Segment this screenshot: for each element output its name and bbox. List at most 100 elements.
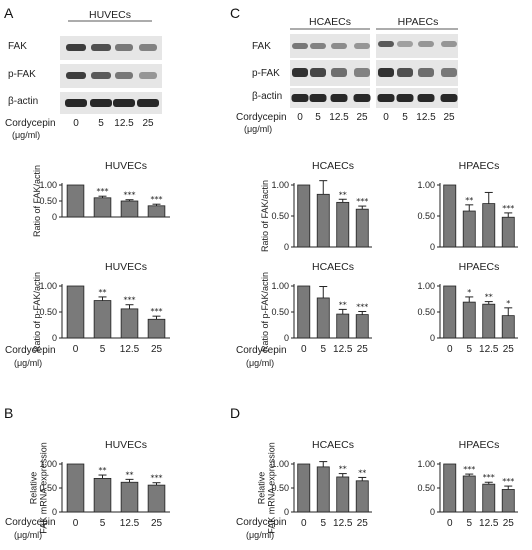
chart-d1: HCAECs RelativeFAK mRNA expression 0 0.50 1.… bbox=[256, 439, 372, 534]
blot-c-fak-2-band-2 bbox=[418, 41, 434, 47]
chart-a-treatment-label: Cordycepin bbox=[5, 345, 56, 356]
x-tick-label-3: 25 bbox=[357, 518, 369, 529]
blot-a-actin-band-0 bbox=[65, 99, 87, 107]
blot-a: HUVECs FAK p-FAK β-actin Cordycepin (μg/… bbox=[5, 9, 162, 140]
blot-c-treatment-label: Cordycepin bbox=[236, 112, 287, 123]
bar-2 bbox=[336, 201, 350, 248]
significance-3: ** bbox=[358, 468, 366, 477]
y-tick-label: 0.50 bbox=[39, 307, 57, 317]
chart-d-treatment-unit: (μg/ml) bbox=[246, 530, 274, 540]
bar-0 bbox=[66, 184, 85, 218]
blot-a-pfak-band-1 bbox=[91, 72, 111, 79]
significance-2: ** bbox=[126, 470, 134, 479]
bar-1 bbox=[462, 210, 476, 248]
chart-b1: HUVECs RelativeFAK mRNA expression 0 0.50 1.… bbox=[28, 439, 170, 534]
bar-3 bbox=[147, 318, 166, 339]
chart-a1: HUVECs Ratio of FAK/actin 0 0.50 1.00 *** *** *… bbox=[32, 160, 170, 237]
significance-2: *** bbox=[124, 191, 136, 200]
bar-2 bbox=[120, 308, 139, 339]
y-tick-label: 0 bbox=[52, 507, 57, 517]
significance-2: ** bbox=[339, 190, 347, 199]
blot-a-dose-12-5: 12.5 bbox=[114, 118, 134, 129]
blot-c-dose-5-2: 5 bbox=[402, 112, 408, 123]
x-tick-label-1: 5 bbox=[320, 344, 326, 355]
x-tick-label-3: 25 bbox=[503, 518, 515, 529]
x-tick-label-0: 0 bbox=[301, 518, 307, 529]
x-tick-label-0: 0 bbox=[73, 518, 79, 529]
blot-a-fak-band-3 bbox=[139, 44, 157, 51]
bar-2 bbox=[120, 481, 139, 513]
y-tick-label: 0.50 bbox=[271, 307, 289, 317]
y-tick-label: 0 bbox=[52, 333, 57, 343]
blot-c-cell-line-2: HPAECs bbox=[398, 16, 439, 28]
blot-a-cell-line: HUVECs bbox=[89, 9, 131, 21]
y-tick-label: 0.50 bbox=[39, 196, 57, 206]
blot-a-row-fak: FAK bbox=[8, 41, 27, 52]
x-tick-label-0: 0 bbox=[447, 518, 453, 529]
bar-3 bbox=[147, 205, 166, 218]
panel-letter-d: D bbox=[230, 405, 240, 421]
significance-3: *** bbox=[356, 302, 368, 311]
bar-2 bbox=[482, 303, 496, 339]
chart-b-treatment-label: Cordycepin bbox=[5, 517, 56, 528]
x-tick-label-3: 25 bbox=[151, 518, 163, 529]
chart-title: HPAECs bbox=[459, 261, 500, 273]
blot-a-actin-band-1 bbox=[90, 99, 112, 107]
bar-0 bbox=[443, 285, 457, 339]
blot-c-fak-2-band-1 bbox=[397, 41, 413, 47]
bar-0 bbox=[66, 463, 85, 513]
blot-c-pfak-2-band-2 bbox=[418, 68, 434, 77]
chart-title: HPAECs bbox=[459, 439, 500, 451]
y-tick-label: 1.00 bbox=[417, 459, 435, 469]
y-tick-label: 1.00 bbox=[271, 459, 289, 469]
blot-c-fak-1-band-3 bbox=[354, 43, 370, 49]
significance-1: *** bbox=[463, 465, 475, 474]
bar-0 bbox=[443, 184, 457, 248]
y-tick-label: 0 bbox=[430, 333, 435, 343]
significance-2: ** bbox=[485, 293, 493, 302]
bar-1 bbox=[93, 300, 112, 339]
blot-a-fak-band-1 bbox=[91, 44, 111, 51]
x-tick-label-0: 0 bbox=[301, 344, 307, 355]
blot-a-treatment-label: Cordycepin bbox=[5, 118, 56, 129]
y-tick-label: 1.00 bbox=[417, 180, 435, 190]
bar-3 bbox=[501, 489, 515, 513]
significance-3: * bbox=[506, 299, 510, 308]
blot-c-row-fak: FAK bbox=[252, 41, 271, 52]
blot-c-strip-actin-2 bbox=[376, 88, 458, 108]
blot-c-strip-actin-1 bbox=[290, 88, 370, 108]
y-axis-label: RelativeFAK mRNA expression bbox=[28, 442, 48, 534]
blot-c-fak-2-band-3 bbox=[441, 41, 457, 47]
chart-d2: HPAECs 0 0.50 1.00 0 *** 5 *** 12.5 *** 25 bbox=[417, 439, 518, 529]
x-tick-label-2: 12.5 bbox=[479, 344, 499, 355]
significance-3: *** bbox=[151, 474, 163, 483]
y-axis-label: Ratio of p-FAK/actin bbox=[260, 272, 270, 352]
blot-c-actin-1-band-0 bbox=[291, 94, 309, 102]
bar-0 bbox=[443, 463, 457, 513]
significance-3: *** bbox=[356, 197, 368, 206]
x-tick-label-2: 12.5 bbox=[120, 518, 140, 529]
blot-c-dose-25-2: 25 bbox=[443, 112, 455, 123]
chart-title: HCAECs bbox=[312, 261, 354, 273]
bar-3 bbox=[147, 484, 166, 513]
blot-c-actin-1-band-2 bbox=[330, 94, 348, 102]
x-tick-label-3: 25 bbox=[503, 344, 515, 355]
significance-1: ** bbox=[99, 288, 107, 297]
x-tick-label-2: 12.5 bbox=[333, 344, 353, 355]
x-tick-label-1: 5 bbox=[100, 344, 106, 355]
y-tick-label: 0 bbox=[430, 507, 435, 517]
y-axis-label: Ratio of p-FAK/actin bbox=[32, 272, 42, 352]
blot-c-dose-12-5-1: 12.5 bbox=[329, 112, 349, 123]
bar-1 bbox=[93, 477, 112, 513]
x-tick-label-2: 12.5 bbox=[479, 518, 499, 529]
chart-title: HUVECs bbox=[105, 261, 147, 273]
chart-c-treatment-label: Cordycepin bbox=[236, 345, 287, 356]
significance-1: * bbox=[467, 288, 471, 297]
x-tick-label-1: 5 bbox=[466, 518, 472, 529]
y-tick-label: 0 bbox=[284, 333, 289, 343]
blot-c-row-actin: β-actin bbox=[252, 91, 282, 102]
y-tick-label: 1.00 bbox=[39, 459, 57, 469]
chart-c3: HCAECs Ratio of p-FAK/actin 0 0.50 1.00 0 5 ** 1… bbox=[260, 261, 372, 355]
y-tick-label: 1.00 bbox=[271, 180, 289, 190]
